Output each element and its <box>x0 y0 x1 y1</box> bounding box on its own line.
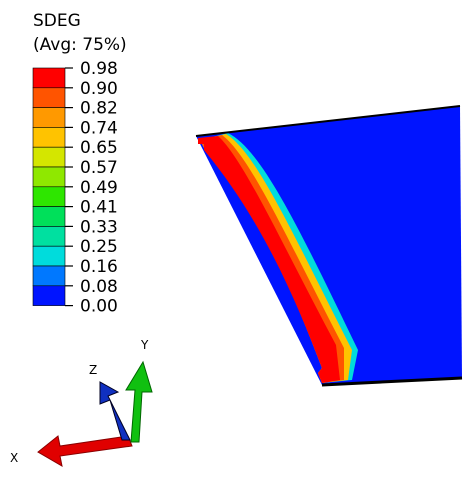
y-arrow <box>125 360 153 443</box>
legend-band <box>32 166 66 188</box>
legend-band <box>32 245 66 267</box>
y-label: Y <box>140 338 149 352</box>
legend-band <box>32 206 66 227</box>
legend-band <box>32 186 66 207</box>
legend-band <box>32 285 66 306</box>
z-arrow <box>99 381 131 441</box>
legend-title: SDEG <box>33 11 81 31</box>
legend-label: 0.90 <box>80 79 118 99</box>
legend-label: 0.41 <box>80 198 118 218</box>
legend-band <box>32 265 66 287</box>
legend-label: 0.82 <box>80 99 118 119</box>
x-arrow <box>37 435 133 467</box>
legend-label: 0.00 <box>80 297 118 317</box>
model <box>195 105 463 387</box>
legend-label: 0.49 <box>80 178 118 198</box>
legend-label: 0.08 <box>80 277 118 297</box>
legend-band <box>32 107 66 128</box>
edge <box>321 376 463 387</box>
zone-red <box>198 136 340 383</box>
triad: X Y Z <box>10 338 153 467</box>
legend-label: 0.65 <box>80 138 118 158</box>
legend-band <box>32 127 66 148</box>
legend-band <box>32 226 66 247</box>
legend-label: 0.74 <box>80 118 118 138</box>
legend-label: 0.33 <box>80 217 118 237</box>
legend-label: 0.16 <box>80 257 118 277</box>
legend-band <box>32 67 66 89</box>
edge <box>195 105 461 137</box>
legend-label: 0.98 <box>80 59 118 79</box>
z-label: Z <box>89 363 97 377</box>
legend-label: 0.25 <box>80 237 118 257</box>
x-label: X <box>10 451 18 465</box>
legend-subtitle: (Avg: 75%) <box>33 35 127 55</box>
legend-band <box>32 87 66 108</box>
legend-band <box>32 146 66 168</box>
legend-label: 0.57 <box>80 158 118 178</box>
legend: 0.980.900.820.740.650.570.490.410.330.25… <box>32 59 118 317</box>
